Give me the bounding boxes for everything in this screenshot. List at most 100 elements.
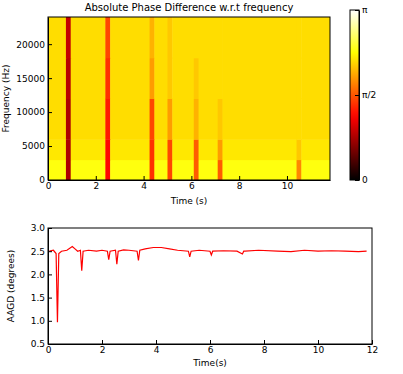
heatmap-cell [154, 58, 168, 99]
tick-mark [318, 340, 319, 344]
tick: 1.5 [31, 293, 52, 303]
heatmap-cell [301, 160, 330, 180]
heatmap-cell [222, 99, 297, 140]
tick: 8 [237, 176, 243, 191]
tick-label: 10000 [16, 107, 45, 117]
heatmap-cell [167, 99, 172, 140]
heatmap-cell [48, 99, 66, 140]
heatmap-cell [167, 160, 172, 180]
tick-label: π/2 [362, 90, 376, 100]
x-axis-title: Time (s) [170, 196, 208, 206]
heatmap-cell [105, 17, 110, 58]
heatmap-cell [105, 160, 110, 180]
heatmap-cell [150, 17, 155, 58]
heatmap-cell [218, 139, 223, 160]
heatmap-cell [199, 160, 219, 180]
heatmap-cell [110, 58, 150, 99]
tick-label: 4 [154, 345, 160, 355]
heatmap-cell [167, 17, 172, 58]
tick-label: 10 [282, 181, 294, 191]
tick: 6 [189, 176, 195, 191]
heatmap-cell [105, 99, 110, 140]
y-axis: 0.51.01.52.02.53.0 [31, 223, 52, 349]
heatmap-cell [222, 17, 297, 58]
tick-label: 3.0 [31, 223, 46, 233]
tick-label: 1.5 [31, 293, 45, 303]
tick-mark [48, 321, 52, 322]
heatmap-cell [199, 139, 219, 160]
heatmap-cell [194, 139, 199, 160]
heatmap-cell [172, 17, 194, 58]
tick-mark [102, 340, 103, 344]
tick: 6 [208, 340, 214, 355]
tick-label: 0 [39, 175, 45, 185]
tick-label: 0 [46, 345, 52, 355]
tick-label: 2 [93, 181, 99, 191]
heatmap-cell [154, 99, 168, 140]
tick-label: 6 [189, 181, 195, 191]
heatmap-cell [297, 139, 302, 160]
heatmap-cell [66, 160, 71, 180]
heatmap-cell [297, 58, 302, 99]
heatmap-cell [154, 17, 168, 58]
tick-label: π [362, 5, 368, 15]
heatmap-cell [172, 58, 194, 99]
tick-mark [355, 95, 359, 96]
plot-frame [48, 17, 330, 180]
heatmap-cell [110, 17, 150, 58]
heatmap-cell [110, 160, 150, 180]
line [49, 247, 366, 323]
tick-mark [355, 10, 359, 11]
heatmap-cell [297, 160, 302, 180]
heatmap-cell [48, 139, 66, 160]
heatmap-cell [48, 58, 66, 99]
heatmap-cell [172, 160, 194, 180]
heatmap-cell [218, 99, 223, 140]
heatmap-cell [172, 99, 194, 140]
tick-mark [48, 112, 52, 113]
tick-mark [210, 340, 211, 344]
y-axis-title: AAGD (degrees) [6, 250, 16, 322]
tick: 4 [141, 176, 147, 191]
y-axis: 05000100001500020000 [16, 18, 52, 186]
heatmap-cell [301, 58, 330, 99]
tick-label: 20000 [16, 40, 45, 50]
tick-mark [48, 146, 52, 147]
tick-label: 2.0 [31, 270, 46, 280]
heatmap-cell [48, 160, 66, 180]
title: Absolute Phase Difference w.r.t frequenc… [85, 2, 294, 13]
tick-label: 4 [141, 181, 147, 191]
heatmap-cell [167, 139, 172, 160]
tick: 0 [355, 175, 368, 185]
heatmap-cell [218, 58, 223, 99]
heatmap-cell [154, 160, 168, 180]
tick: 20000 [16, 40, 52, 50]
heatmap-cell [66, 99, 71, 140]
tick: π/2 [355, 90, 376, 100]
tick-mark [96, 176, 97, 180]
x-axis: 024681012 [46, 340, 379, 355]
heatmap-cell [71, 58, 106, 99]
tick-mark [48, 78, 52, 79]
heatmap-cell [222, 58, 297, 99]
tick-label: 8 [262, 345, 268, 355]
heatmap-cell [301, 17, 330, 58]
tick: 2 [100, 340, 106, 355]
x-axis-title: Time(s) [192, 358, 227, 368]
tick-label: 8 [237, 181, 243, 191]
tick-mark [48, 251, 52, 252]
tick: 2.5 [31, 247, 52, 257]
tick-mark [287, 176, 288, 180]
tick-mark [239, 176, 240, 180]
heatmap-cell [194, 17, 199, 58]
tick-label: 0 [362, 175, 368, 185]
tick: 2.0 [31, 270, 52, 280]
tick-label: 5000 [22, 141, 45, 151]
heatmap-cell [71, 99, 106, 140]
tick-mark [144, 176, 145, 180]
tick: π [355, 5, 368, 15]
heatmap-cell [301, 139, 330, 160]
heatmap-cell [218, 160, 223, 180]
heatmap-cell [199, 17, 219, 58]
tick: 10000 [16, 107, 52, 117]
